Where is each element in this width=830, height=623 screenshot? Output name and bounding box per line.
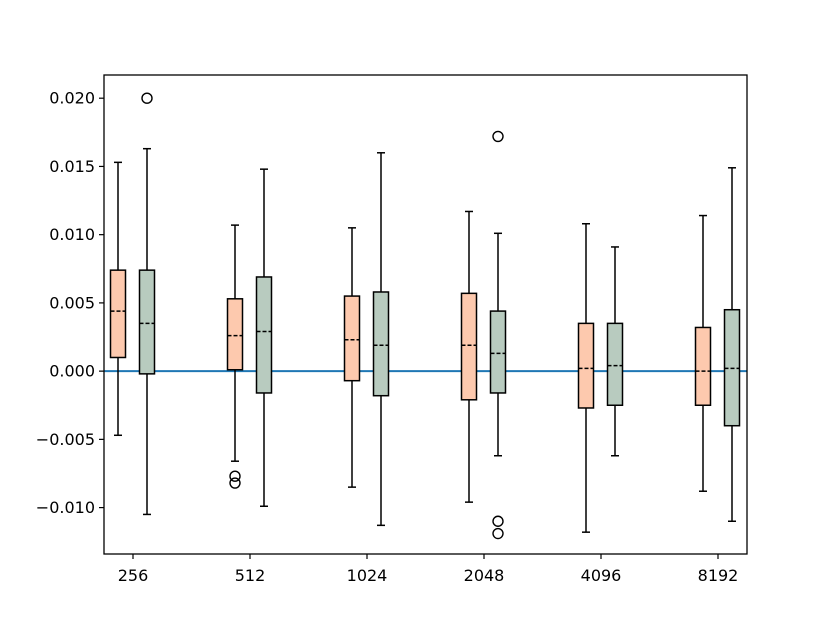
box-iqr (372, 291, 390, 397)
box-iqr (226, 298, 244, 371)
box-iqr (577, 322, 595, 409)
outlier-point (492, 130, 504, 143)
box-1024-series-1 (343, 227, 361, 488)
box-iqr (109, 269, 127, 359)
outlier-point (492, 527, 504, 540)
axes-layer: −0.010 −0.005 0.000 0.005 0.010 0.015 0.020 256… (36, 74, 748, 585)
boxes-layer (109, 92, 741, 540)
x-tick-label: 1024 (347, 566, 388, 585)
box-iqr (606, 322, 624, 407)
outlier-point (229, 477, 241, 489)
outlier-point (492, 515, 504, 527)
box-8192-series-2 (723, 167, 741, 522)
y-tick-label: −0.010 (36, 498, 95, 517)
y-tick-label: 0.010 (49, 225, 95, 244)
box-256-series-1 (109, 161, 127, 437)
box-2048-series-2 (489, 130, 507, 540)
x-tick-label: 512 (235, 566, 266, 585)
box-2048-series-1 (460, 210, 478, 503)
y-tick-label: 0.020 (49, 89, 95, 108)
x-tick-label: 256 (118, 566, 149, 585)
box-4096-series-2 (606, 246, 624, 457)
box-iqr (694, 326, 712, 407)
box-1024-series-2 (372, 152, 390, 527)
box-iqr (343, 295, 361, 382)
box-512-series-1 (226, 224, 244, 489)
y-tick-label: 0.005 (49, 293, 95, 312)
box-512-series-2 (255, 168, 273, 507)
box-iqr (255, 276, 273, 394)
x-tick-label: 4096 (581, 566, 622, 585)
y-tick-label: 0.000 (49, 362, 95, 381)
box-4096-series-1 (577, 222, 595, 533)
x-tick-label: 8192 (698, 566, 739, 585)
box-iqr (138, 269, 156, 375)
box-256-series-2 (138, 92, 156, 516)
x-tick-label: 2048 (464, 566, 505, 585)
box-iqr (460, 292, 478, 401)
y-tick-label: −0.005 (36, 430, 95, 449)
box-iqr (489, 310, 507, 394)
outlier-point (141, 92, 153, 104)
box-8192-series-1 (694, 214, 712, 492)
y-tick-label: 0.015 (49, 157, 95, 176)
plot-frame (103, 74, 748, 555)
outlier-point (229, 470, 241, 482)
